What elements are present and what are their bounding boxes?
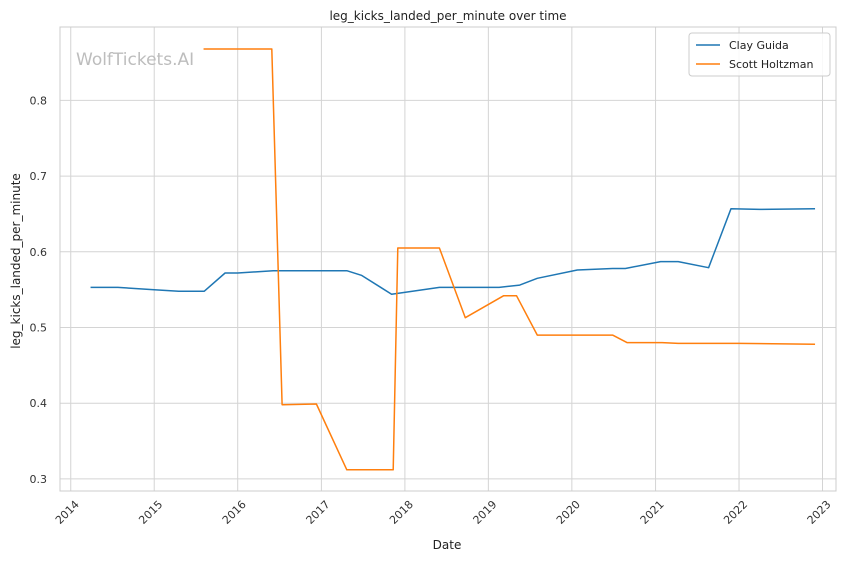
legend: Clay Guida Scott Holtzman	[688, 32, 831, 77]
y-tick-label: 0.7	[30, 170, 48, 183]
y-axis-title: leg_kicks_landed_per_minute	[9, 173, 23, 349]
chart-title: leg_kicks_landed_per_minute over time	[329, 9, 566, 23]
watermark: WolfTickets.AI	[76, 50, 194, 70]
x-axis-title: Date	[433, 538, 462, 552]
y-axis-ticks: 0.3 0.4 0.5 0.6 0.7 0.8	[30, 94, 48, 485]
y-tick-label: 0.6	[30, 246, 48, 259]
y-tick-label: 0.3	[30, 473, 48, 486]
y-tick-label: 0.8	[30, 94, 48, 107]
legend-label: Clay Guida	[729, 39, 789, 52]
legend-label: Scott Holtzman	[729, 58, 813, 71]
grid-lines	[60, 27, 836, 491]
y-tick-label: 0.5	[30, 322, 48, 335]
series-line-clay-guida	[90, 207, 816, 295]
series-line-scott-holtzman	[203, 48, 816, 471]
plot-area-frame	[59, 26, 837, 492]
legend-box	[688, 32, 831, 77]
series-layer	[90, 48, 816, 471]
y-tick-label: 0.4	[30, 397, 48, 410]
x-axis-ticks: 2014 2015 2016 2017 2018 2019 2020 2021 2022 2023	[53, 498, 834, 527]
